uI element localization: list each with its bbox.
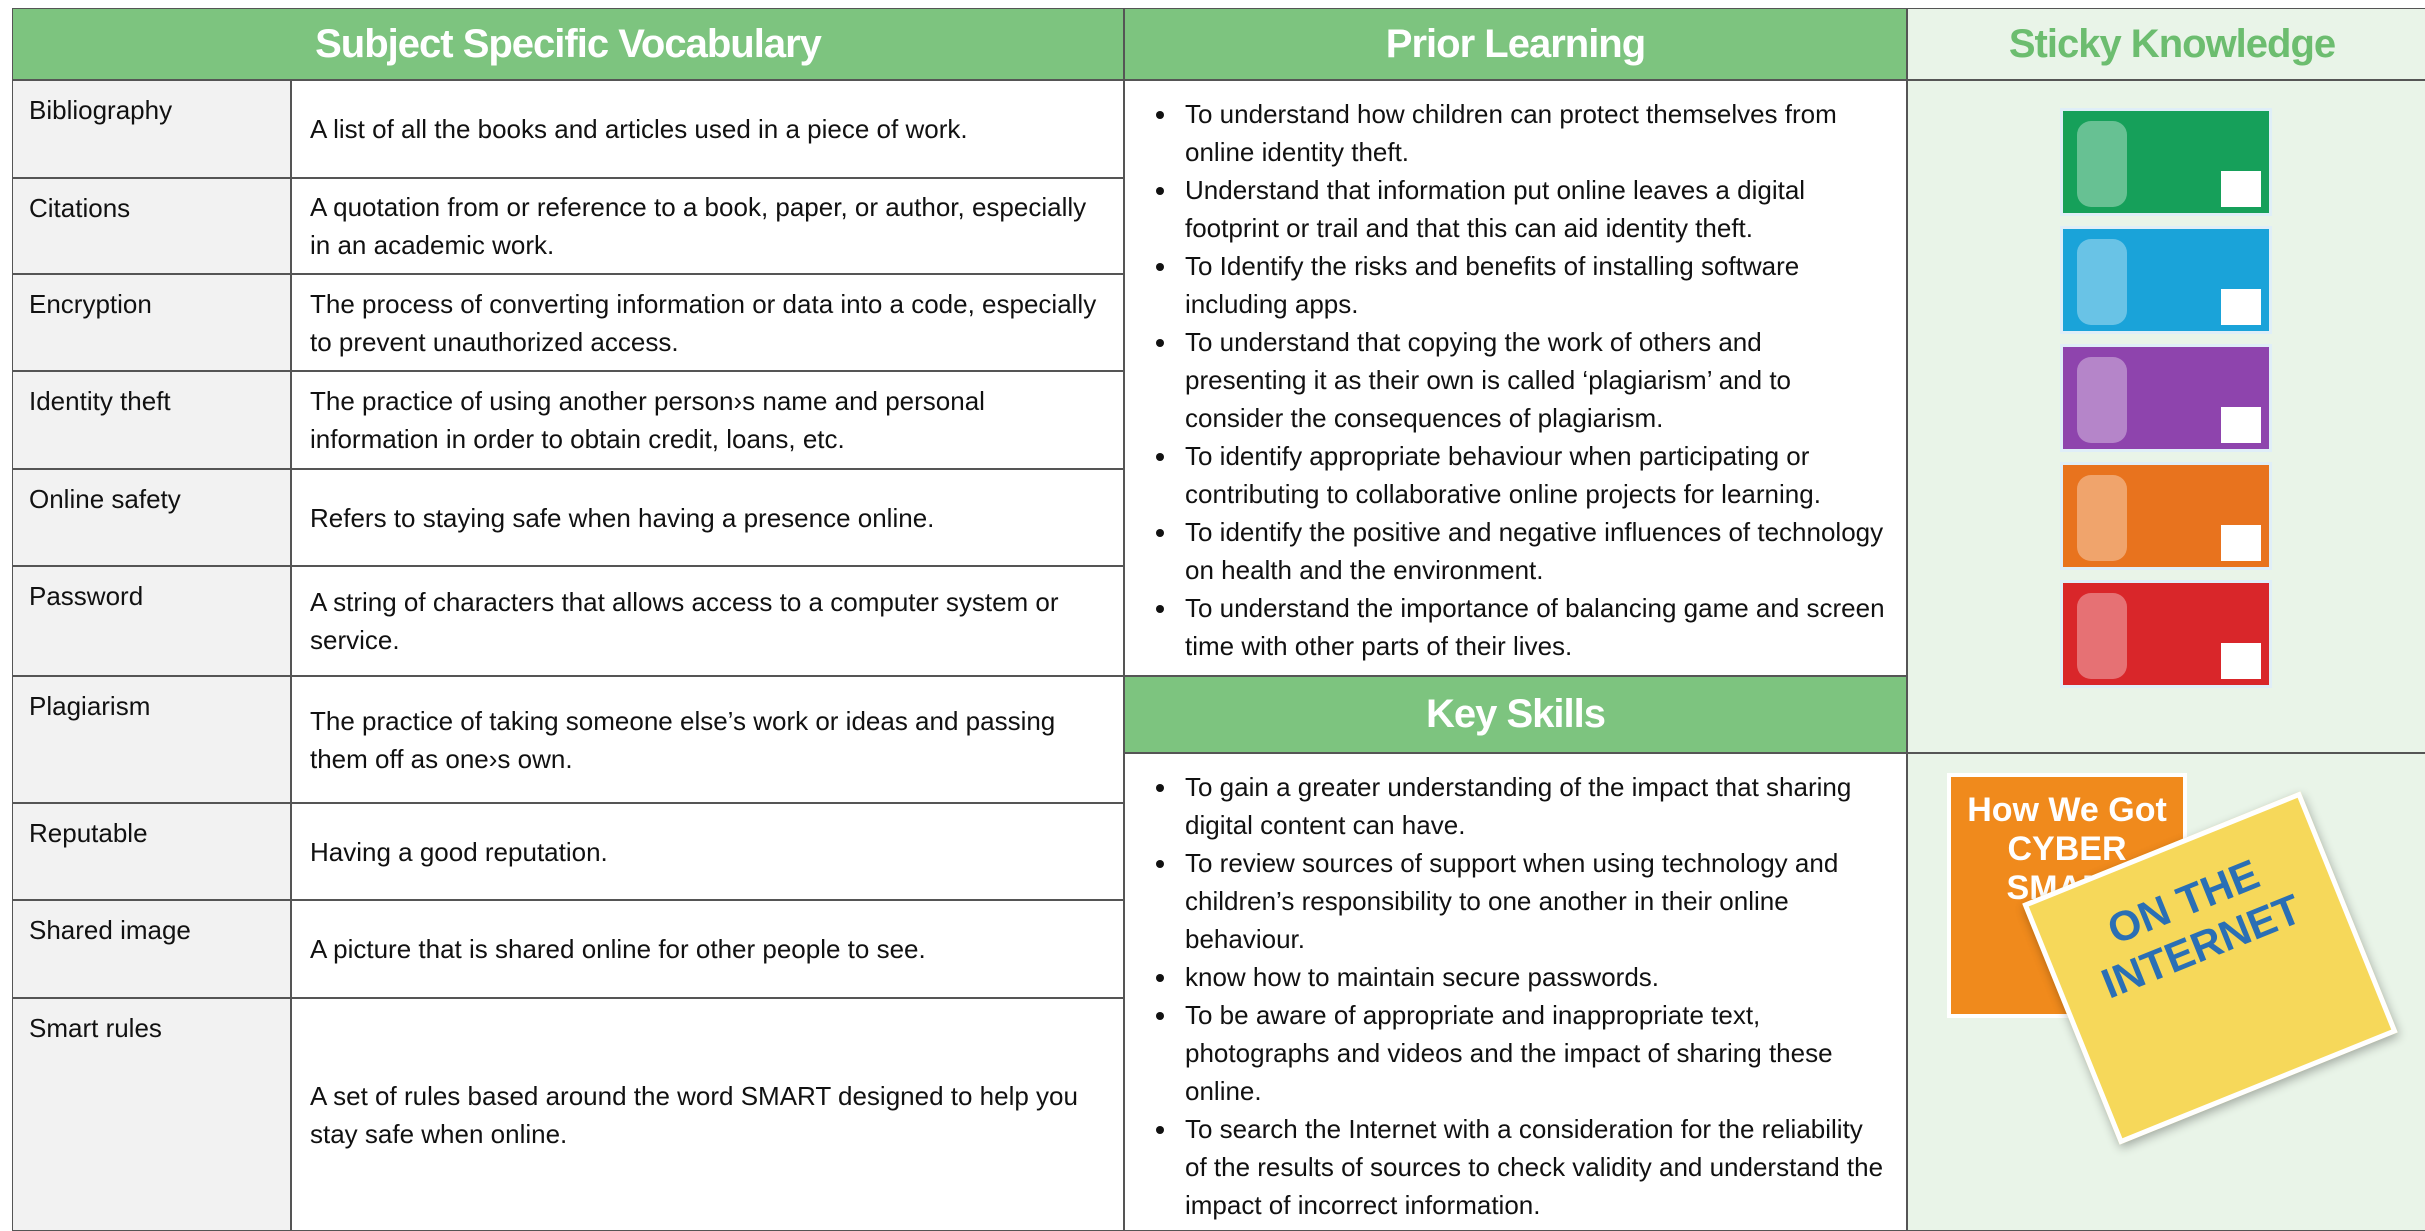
sticky-header: Sticky Knowledge: [1907, 8, 2425, 80]
list-cell: To understand how children can protect t…: [1124, 80, 1907, 676]
vocab-definition: A string of characters that allows acces…: [291, 566, 1124, 676]
definition-text: A set of rules based around the word SMA…: [310, 1080, 1078, 1149]
vocab-definition: A set of rules based around the word SMA…: [291, 998, 1124, 1231]
list-cell: To gain a greater understanding of the i…: [1124, 753, 1907, 1231]
bullet-item: To gain a greater understanding of the i…: [1179, 768, 1890, 844]
vocab-definition: A quotation from or reference to a book,…: [291, 178, 1124, 274]
definition-text: A string of characters that allows acces…: [310, 587, 1059, 655]
vocab-definition: Having a good reputation.: [291, 803, 1124, 900]
bullet-item: To identify the positive and negative in…: [1179, 513, 1890, 589]
definition-text: A quotation from or reference to a book,…: [310, 192, 1087, 260]
vocab-term: Encryption: [12, 274, 291, 371]
vocab-term: Smart rules: [12, 998, 291, 1231]
vocab-term: Plagiarism: [12, 676, 291, 803]
vocab-term: Shared image: [12, 900, 291, 998]
poster: [2060, 580, 2272, 688]
bullet-item: To understand how children can protect t…: [1179, 95, 1890, 171]
bullet-list: To understand how children can protect t…: [1125, 81, 1906, 665]
vocab-definition: The practice of using another person›s n…: [291, 371, 1124, 469]
vocab-definition: The practice of taking someone else’s wo…: [291, 676, 1124, 803]
poster-logo: [2221, 289, 2261, 325]
vocab-term: Bibliography: [12, 80, 291, 178]
definition-text: The practice of taking someone else’s wo…: [310, 705, 1056, 774]
vocab-term: Password: [12, 566, 291, 676]
poster-letter: [2077, 357, 2127, 443]
poster: [2060, 462, 2272, 570]
vocab-term: Identity theft: [12, 371, 291, 469]
poster-logo: [2221, 643, 2261, 679]
vocab-definition: A list of all the books and articles use…: [291, 80, 1124, 178]
definition-text: A picture that is shared online for othe…: [310, 934, 926, 964]
poster-letter: [2077, 593, 2127, 679]
vocab-definition: Refers to staying safe when having a pre…: [291, 469, 1124, 566]
poster-letter: [2077, 475, 2127, 561]
prior-learning-header: Prior Learning: [1124, 8, 1907, 80]
vocab-term: Citations: [12, 178, 291, 274]
vocab-definition: A picture that is shared online for othe…: [291, 900, 1124, 998]
bullet-item: To search the Internet with a considerat…: [1179, 1110, 1890, 1224]
bullet-item: To identify appropriate behaviour when p…: [1179, 437, 1890, 513]
vocab-term: Reputable: [12, 803, 291, 900]
bullet-item: To review sources of support when using …: [1179, 844, 1890, 958]
bullet-item: know how to maintain secure passwords.: [1179, 958, 1890, 996]
poster-logo: [2221, 407, 2261, 443]
definition-text: The practice of using another person›s n…: [310, 386, 985, 454]
poster-letter: [2077, 239, 2127, 325]
vocab-header: Subject Specific Vocabulary: [12, 8, 1124, 80]
poster-logo: [2221, 525, 2261, 561]
bullet-item: To Identify the risks and benefits of in…: [1179, 247, 1890, 323]
poster-letter: [2077, 121, 2127, 207]
poster: [2060, 108, 2272, 216]
key-skills-header: Key Skills: [1124, 676, 1907, 753]
definition-text: A list of all the books and articles use…: [310, 114, 968, 144]
poster: [2060, 226, 2272, 334]
bullet-item: To be aware of appropriate and inappropr…: [1179, 996, 1890, 1110]
bullet-item: To understand the importance of balancin…: [1179, 589, 1890, 665]
poster: [2060, 344, 2272, 452]
poster-logo: [2221, 171, 2261, 207]
bullet-item: To understand that copying the work of o…: [1179, 323, 1890, 437]
definition-text: The process of converting information or…: [310, 288, 1097, 357]
bullet-item: Understand that information put online l…: [1179, 171, 1890, 247]
definition-text: Having a good reputation.: [310, 836, 608, 867]
definition-text: Refers to staying safe when having a pre…: [310, 502, 935, 533]
bullet-list: To gain a greater understanding of the i…: [1125, 754, 1906, 1224]
vocab-definition: The process of converting information or…: [291, 274, 1124, 371]
vocab-term: Online safety: [12, 469, 291, 566]
